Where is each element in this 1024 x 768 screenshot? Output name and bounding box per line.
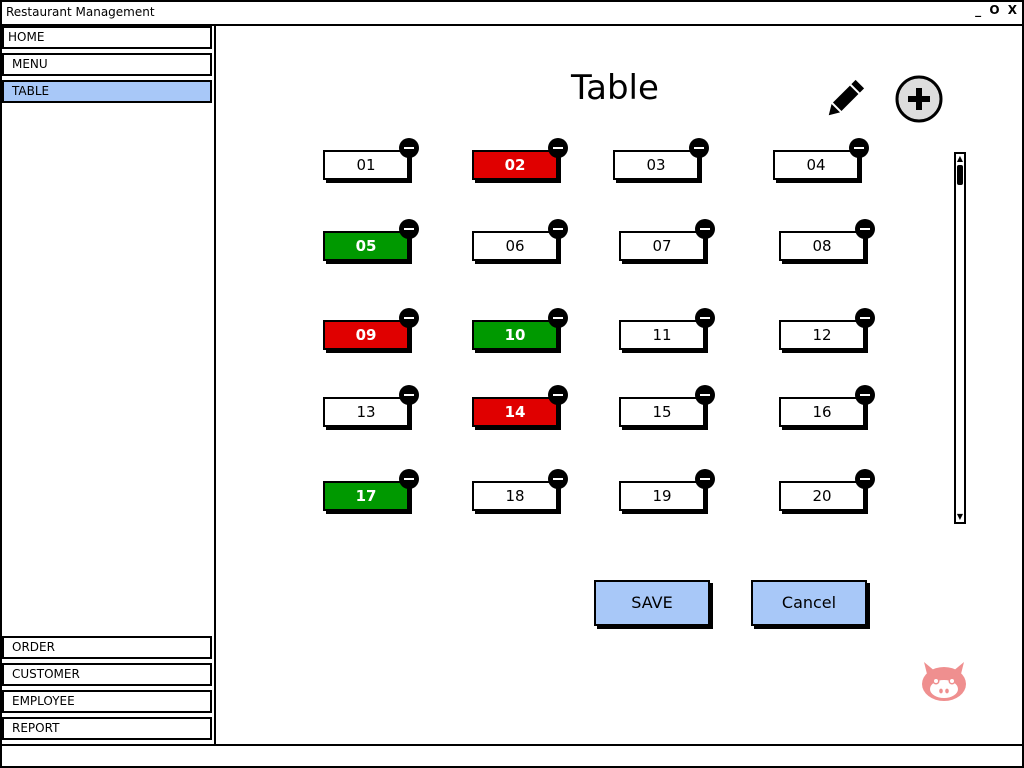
cancel-button[interactable]: Cancel — [751, 580, 867, 626]
table-tile-05[interactable]: 05 — [323, 219, 419, 261]
sidebar: HOME MENU TABLE ORDER CUSTOMER EMPLOYEE … — [2, 26, 216, 744]
minus-circle-icon[interactable] — [399, 385, 419, 405]
table-tile-12[interactable]: 12 — [779, 308, 875, 350]
sidebar-item-label: CUSTOMER — [12, 667, 80, 681]
table-number: 16 — [812, 403, 832, 421]
table-tile-18[interactable]: 18 — [472, 469, 568, 511]
table-number: 03 — [646, 156, 666, 174]
minus-circle-icon[interactable] — [855, 308, 875, 328]
table-number: 10 — [504, 326, 526, 344]
sidebar-item-label: TABLE — [12, 84, 50, 98]
page-title: Table — [571, 68, 659, 108]
title-bar: Restaurant Management _ O X — [2, 2, 1022, 26]
minus-circle-icon[interactable] — [548, 469, 568, 489]
minimize-button[interactable]: _ — [975, 3, 983, 17]
table-number: 04 — [806, 156, 826, 174]
window-controls: _ O X — [973, 3, 1018, 17]
sidebar-item-order[interactable]: ORDER — [2, 636, 212, 659]
table-number: 20 — [812, 487, 832, 505]
table-number: 12 — [812, 326, 832, 344]
table-tile-03[interactable]: 03 — [613, 138, 709, 180]
octocat-icon — [922, 662, 966, 701]
table-tile-19[interactable]: 19 — [619, 469, 715, 511]
sidebar-item-table[interactable]: TABLE — [2, 80, 212, 103]
scroll-thumb[interactable] — [957, 165, 963, 185]
table-tile-11[interactable]: 11 — [619, 308, 715, 350]
sidebar-item-label: MENU — [12, 57, 48, 71]
table-tile-06[interactable]: 06 — [472, 219, 568, 261]
minus-circle-icon[interactable] — [849, 138, 869, 158]
table-tile-14[interactable]: 14 — [472, 385, 568, 427]
sidebar-item-label: EMPLOYEE — [12, 694, 75, 708]
table-tile-16[interactable]: 16 — [779, 385, 875, 427]
table-number: 07 — [652, 237, 672, 255]
maximize-button[interactable]: O — [989, 3, 1001, 17]
table-number: 17 — [355, 487, 377, 505]
table-number: 11 — [652, 326, 672, 344]
table-number: 14 — [504, 403, 526, 421]
vertical-scrollbar[interactable]: ▲ ▼ — [954, 152, 966, 524]
pencil-icon[interactable] — [822, 76, 868, 122]
save-button[interactable]: SAVE — [594, 580, 710, 626]
minus-circle-icon[interactable] — [548, 138, 568, 158]
minus-circle-icon[interactable] — [399, 469, 419, 489]
table-number: 06 — [505, 237, 525, 255]
sidebar-item-home[interactable]: HOME — [2, 26, 212, 49]
table-tile-10[interactable]: 10 — [472, 308, 568, 350]
table-tile-02[interactable]: 02 — [472, 138, 568, 180]
minus-circle-icon[interactable] — [855, 385, 875, 405]
minus-circle-icon[interactable] — [548, 219, 568, 239]
sidebar-item-customer[interactable]: CUSTOMER — [2, 663, 212, 686]
window-title: Restaurant Management — [6, 5, 155, 19]
sidebar-item-label: ORDER — [12, 640, 55, 654]
table-number: 19 — [652, 487, 672, 505]
table-tile-08[interactable]: 08 — [779, 219, 875, 261]
table-number: 02 — [504, 156, 526, 174]
add-table-icon[interactable] — [894, 74, 944, 124]
table-tile-09[interactable]: 09 — [323, 308, 419, 350]
table-tile-01[interactable]: 01 — [323, 138, 419, 180]
minus-circle-icon[interactable] — [855, 219, 875, 239]
table-tile-17[interactable]: 17 — [323, 469, 419, 511]
minus-circle-icon[interactable] — [855, 469, 875, 489]
minus-circle-icon[interactable] — [695, 308, 715, 328]
table-number: 18 — [505, 487, 525, 505]
minus-circle-icon[interactable] — [548, 385, 568, 405]
close-button[interactable]: X — [1007, 3, 1018, 17]
minus-circle-icon[interactable] — [399, 138, 419, 158]
minus-circle-icon[interactable] — [399, 219, 419, 239]
table-number: 01 — [356, 156, 376, 174]
scroll-down-arrow-icon[interactable]: ▼ — [956, 512, 964, 521]
minus-circle-icon[interactable] — [695, 219, 715, 239]
sidebar-item-report[interactable]: REPORT — [2, 717, 212, 740]
table-tile-07[interactable]: 07 — [619, 219, 715, 261]
table-tile-15[interactable]: 15 — [619, 385, 715, 427]
minus-circle-icon[interactable] — [548, 308, 568, 328]
status-bar — [2, 744, 1022, 766]
minus-circle-icon[interactable] — [695, 385, 715, 405]
sidebar-item-label: HOME — [8, 30, 45, 44]
table-tile-13[interactable]: 13 — [323, 385, 419, 427]
sidebar-item-label: REPORT — [12, 721, 60, 735]
table-number: 05 — [355, 237, 377, 255]
minus-circle-icon[interactable] — [695, 469, 715, 489]
sidebar-item-employee[interactable]: EMPLOYEE — [2, 690, 212, 713]
table-number: 15 — [652, 403, 672, 421]
scroll-up-arrow-icon[interactable]: ▲ — [956, 154, 964, 163]
minus-circle-icon[interactable] — [689, 138, 709, 158]
minus-circle-icon[interactable] — [399, 308, 419, 328]
table-number: 09 — [355, 326, 377, 344]
table-tile-20[interactable]: 20 — [779, 469, 875, 511]
table-number: 08 — [812, 237, 832, 255]
main-content: Table 01 02 03 04 — [216, 26, 1022, 744]
sidebar-item-menu[interactable]: MENU — [2, 53, 212, 76]
table-tile-04[interactable]: 04 — [773, 138, 869, 180]
table-number: 13 — [356, 403, 376, 421]
